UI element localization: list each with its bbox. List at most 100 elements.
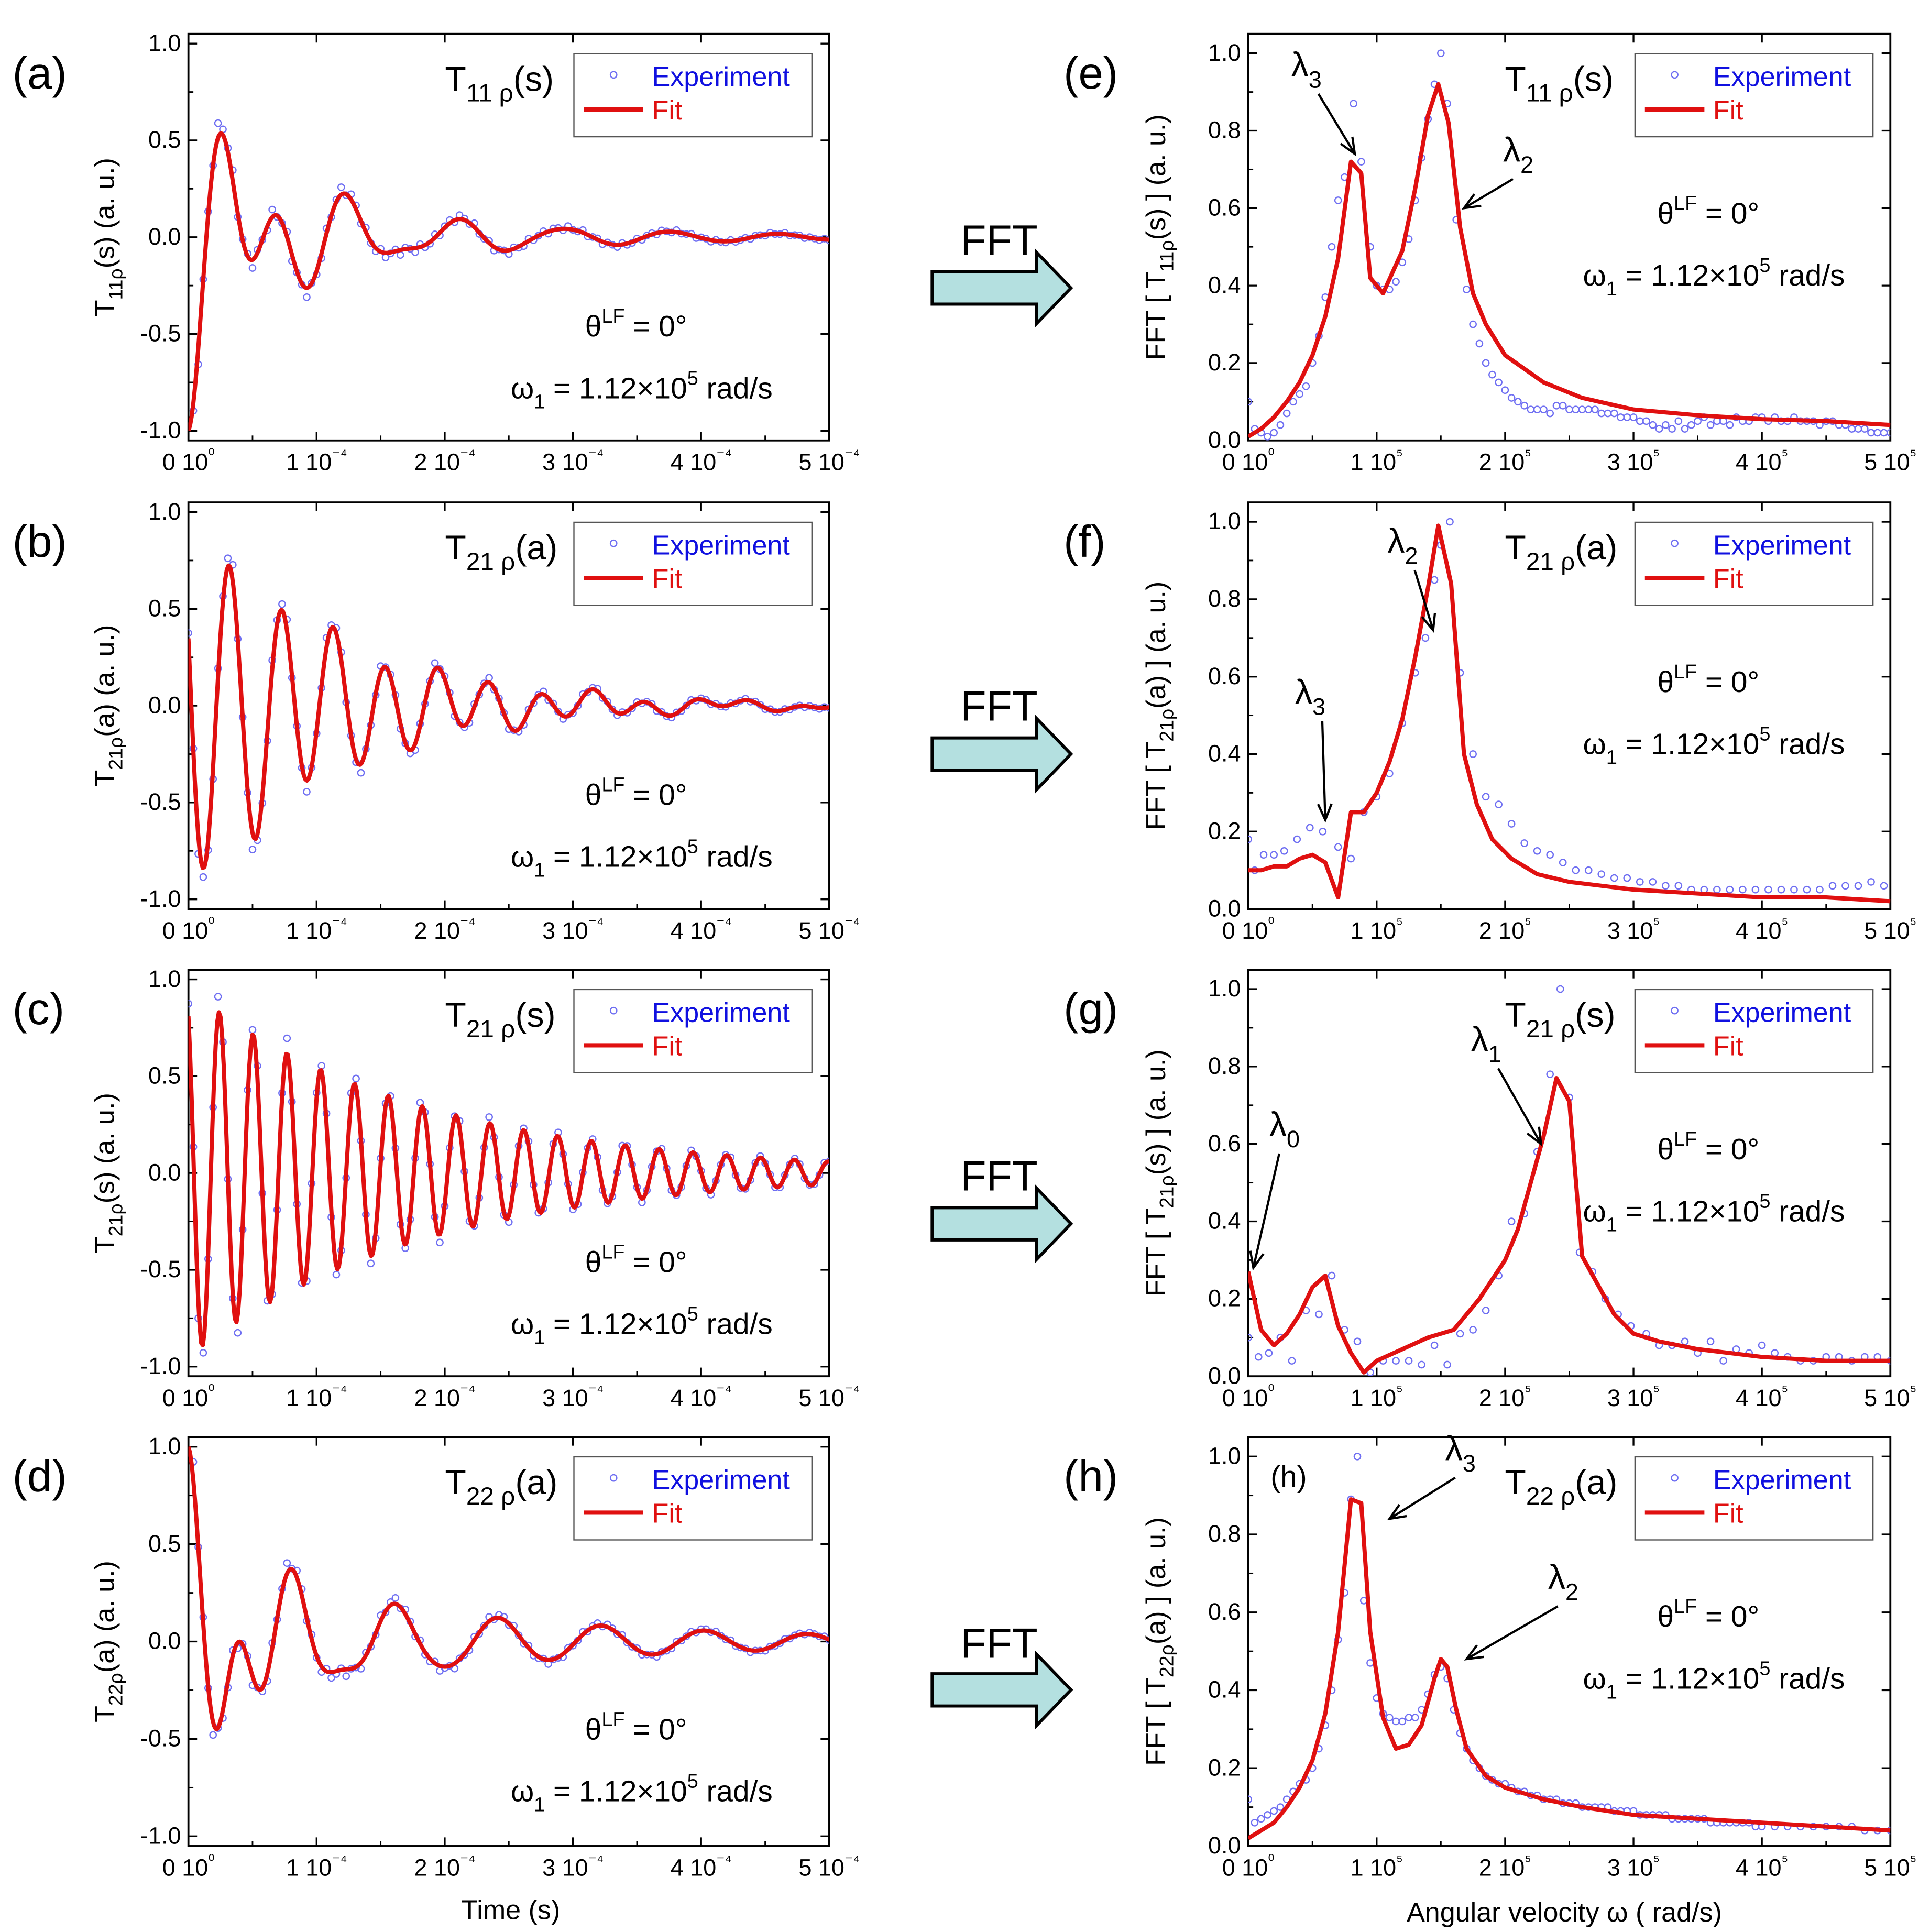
- legend-box: [573, 521, 813, 606]
- x-tick-label-exp: ⁻⁴: [845, 914, 860, 932]
- x-tick-label-exp: ⁻⁴: [716, 914, 731, 932]
- y-tick-label: 0.2: [1208, 1285, 1241, 1312]
- curve-label: T22 ρ(a): [445, 1463, 557, 1510]
- x-tick-label: 3 10⁻⁴: [542, 446, 604, 476]
- experiment-marker: [1306, 824, 1314, 832]
- omega-exp: 5: [1759, 723, 1770, 745]
- experiment-marker: [1751, 885, 1760, 894]
- experiment-marker: [1584, 405, 1593, 413]
- x-tick-label: 0 10⁰: [1222, 914, 1275, 944]
- x-tick-label-exp: ⁵: [1525, 1381, 1531, 1400]
- experiment-marker: [1726, 421, 1734, 429]
- x-tick-label-base: 4 10: [671, 917, 716, 944]
- y-label-main: FFT [ T: [1141, 1208, 1171, 1297]
- experiment-marker: [214, 993, 222, 1001]
- y-label-arg: (a): [90, 1640, 120, 1673]
- omega-value: = 1.12×10: [1617, 1662, 1759, 1695]
- x-tick-label-exp: ⁻⁴: [460, 1851, 475, 1870]
- experiment-marker: [1604, 409, 1612, 418]
- panel-label: (e): [1063, 49, 1118, 98]
- x-tick-label: 3 10⁵: [1607, 446, 1660, 476]
- panel-label: (b): [13, 517, 67, 567]
- x-tick-label-base: 0 10: [1222, 1854, 1268, 1881]
- x-tick-label: 3 10⁻⁴: [542, 914, 604, 944]
- legend-box: [573, 1456, 813, 1541]
- experiment-marker: [1713, 417, 1721, 425]
- x-tick-label-exp: ⁰: [1268, 1381, 1274, 1400]
- y-label-arg: (a) ] (a. u.): [1141, 581, 1171, 709]
- experiment-marker: [1248, 1333, 1252, 1342]
- experiment-marker: [1848, 425, 1856, 433]
- panel-f: 0 10⁰ 1 10⁵ 2 10⁵ 3 10⁵ 4 10⁵ 5 10⁵0.00.20.40…: [1063, 501, 1916, 944]
- legend-fit-label: Fit: [652, 95, 683, 126]
- lambda-symbol: λ: [1548, 1558, 1565, 1597]
- legend-experiment-marker: [1671, 539, 1679, 547]
- omega-value: = 1.12×10: [545, 1775, 687, 1808]
- experiment-marker: [1482, 359, 1490, 367]
- omega-unit: rad/s: [1770, 259, 1845, 292]
- experiment-marker: [1520, 401, 1529, 410]
- y-tick-label: 1.0: [1208, 508, 1241, 534]
- curve-label: T11 ρ(s): [1505, 60, 1614, 107]
- experiment-marker: [1713, 885, 1721, 894]
- x-tick-label-base: 5 10: [798, 1854, 844, 1881]
- inner-panel-label: (h): [1270, 1461, 1307, 1494]
- omega-sub: 1: [534, 860, 545, 882]
- fft-arrow-label: FFT: [960, 1152, 1037, 1200]
- x-tick-label-exp: ⁻⁴: [845, 1851, 860, 1870]
- experiment-marker: [1482, 1307, 1490, 1314]
- panel-label: (d): [13, 1452, 67, 1501]
- experiment-marker: [342, 1672, 350, 1681]
- experiment-marker: [1636, 417, 1644, 425]
- experiment-marker: [1443, 1360, 1451, 1369]
- fit-line: [188, 131, 829, 432]
- y-tick-label: 0.4: [1208, 1208, 1241, 1234]
- x-tick-label-base: 3 10: [542, 1854, 588, 1881]
- theta-annotation: θLF = 0°: [1657, 661, 1759, 699]
- experiment-marker: [278, 600, 286, 608]
- x-tick-label-exp: ⁵: [1525, 914, 1531, 932]
- x-tick-label: 0 10⁰: [162, 914, 215, 944]
- experiment-marker: [1446, 518, 1454, 526]
- lambda-sub: 3: [1309, 66, 1322, 93]
- omega-symbol: ω: [1583, 1662, 1606, 1695]
- omega-symbol: ω: [1583, 1195, 1606, 1228]
- omega-value: = 1.12×10: [545, 841, 687, 874]
- y-label-sub: 21ρ: [104, 1203, 126, 1236]
- frequency-axis-title: Angular velocity ω ( rad/s): [1407, 1897, 1722, 1928]
- curve-label-main: T: [1505, 996, 1526, 1035]
- experiment-marker: [1347, 854, 1355, 863]
- x-tick-label-base: 5 10: [1864, 1385, 1910, 1411]
- experiment-marker: [1385, 1714, 1394, 1721]
- experiment-marker: [1495, 800, 1503, 808]
- curve-label-arg: (a): [1575, 529, 1617, 567]
- experiment-marker: [1854, 882, 1862, 890]
- lambda-sub: 2: [1520, 151, 1533, 178]
- legend-experiment-label: Experiment: [1713, 530, 1851, 561]
- x-tick-label-exp: ⁰: [208, 446, 214, 464]
- lambda-symbol: λ: [1503, 131, 1520, 170]
- y-axis-label: FFT [ T11ρ(s) ] (a. u.): [1141, 114, 1178, 360]
- omega-symbol: ω: [511, 372, 534, 405]
- x-tick-label-base: 3 10: [542, 917, 588, 944]
- experiment-marker: [327, 1674, 335, 1682]
- x-tick-label-base: 2 10: [414, 917, 459, 944]
- experiment-marker: [248, 264, 257, 272]
- y-tick-label: 0.8: [1208, 117, 1241, 144]
- panel-label: (h): [1063, 1452, 1118, 1501]
- curve-label-arg: (s): [1575, 996, 1615, 1035]
- x-tick-label-exp: ⁵: [1525, 446, 1531, 464]
- y-tick-label: 0.0: [148, 1159, 181, 1185]
- theta-symbol: θ: [1657, 666, 1674, 699]
- x-tick-label-base: 1 10: [1351, 1854, 1396, 1881]
- x-tick-label: 1 10⁵: [1351, 914, 1403, 944]
- experiment-marker: [337, 183, 345, 191]
- x-tick-label: 5 10⁵: [1864, 1381, 1916, 1411]
- experiment-marker: [1661, 882, 1670, 890]
- legend-fit-label: Fit: [1713, 1498, 1743, 1529]
- experiment-marker: [185, 1428, 191, 1434]
